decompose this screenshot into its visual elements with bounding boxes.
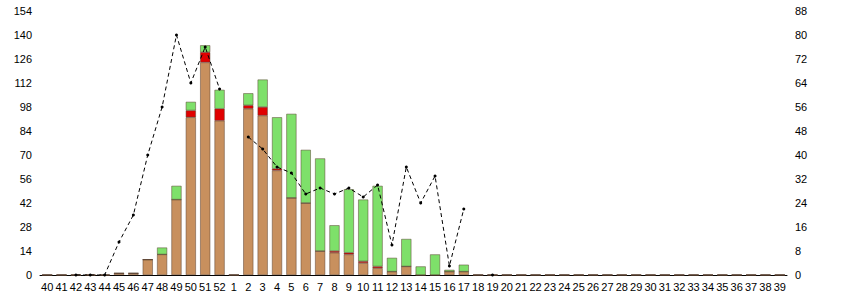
- svg-text:88: 88: [795, 5, 807, 17]
- svg-text:13: 13: [400, 281, 412, 293]
- svg-text:17: 17: [458, 281, 470, 293]
- svg-text:16: 16: [795, 221, 807, 233]
- svg-text:48: 48: [795, 125, 807, 137]
- svg-text:31: 31: [659, 281, 671, 293]
- svg-text:19: 19: [486, 281, 498, 293]
- svg-text:14: 14: [20, 245, 32, 257]
- svg-text:44: 44: [99, 281, 111, 293]
- svg-text:22: 22: [529, 281, 541, 293]
- svg-text:126: 126: [14, 53, 32, 65]
- svg-text:46: 46: [127, 281, 139, 293]
- svg-text:5: 5: [288, 281, 294, 293]
- svg-text:14: 14: [415, 281, 427, 293]
- svg-text:1: 1: [231, 281, 237, 293]
- svg-text:64: 64: [795, 77, 807, 89]
- svg-text:52: 52: [213, 281, 225, 293]
- svg-text:28: 28: [616, 281, 628, 293]
- svg-text:28: 28: [20, 221, 32, 233]
- svg-text:9: 9: [346, 281, 352, 293]
- svg-text:39: 39: [774, 281, 786, 293]
- svg-text:32: 32: [795, 173, 807, 185]
- svg-text:35: 35: [716, 281, 728, 293]
- svg-text:37: 37: [745, 281, 757, 293]
- svg-text:26: 26: [587, 281, 599, 293]
- svg-text:56: 56: [795, 101, 807, 113]
- svg-text:24: 24: [558, 281, 570, 293]
- svg-text:45: 45: [113, 281, 125, 293]
- svg-text:33: 33: [688, 281, 700, 293]
- svg-text:40: 40: [41, 281, 53, 293]
- svg-text:84: 84: [20, 125, 32, 137]
- svg-text:0: 0: [795, 269, 801, 281]
- svg-text:3: 3: [260, 281, 266, 293]
- svg-text:23: 23: [544, 281, 556, 293]
- svg-text:8: 8: [795, 245, 801, 257]
- svg-text:98: 98: [20, 101, 32, 113]
- svg-text:21: 21: [515, 281, 527, 293]
- svg-text:56: 56: [20, 173, 32, 185]
- svg-text:72: 72: [795, 53, 807, 65]
- svg-text:112: 112: [14, 77, 32, 89]
- svg-text:34: 34: [702, 281, 714, 293]
- svg-text:32: 32: [673, 281, 685, 293]
- svg-text:15: 15: [429, 281, 441, 293]
- svg-text:10: 10: [357, 281, 369, 293]
- svg-text:30: 30: [644, 281, 656, 293]
- svg-text:36: 36: [731, 281, 743, 293]
- svg-text:40: 40: [795, 149, 807, 161]
- svg-text:8: 8: [331, 281, 337, 293]
- svg-text:140: 140: [14, 29, 32, 41]
- svg-text:18: 18: [472, 281, 484, 293]
- svg-text:7: 7: [317, 281, 323, 293]
- svg-text:42: 42: [20, 197, 32, 209]
- svg-text:42: 42: [70, 281, 82, 293]
- svg-text:24: 24: [795, 197, 807, 209]
- svg-text:49: 49: [170, 281, 182, 293]
- svg-text:25: 25: [573, 281, 585, 293]
- svg-text:2: 2: [245, 281, 251, 293]
- svg-text:48: 48: [156, 281, 168, 293]
- svg-text:4: 4: [274, 281, 280, 293]
- svg-text:27: 27: [601, 281, 613, 293]
- svg-text:47: 47: [142, 281, 154, 293]
- svg-text:70: 70: [20, 149, 32, 161]
- svg-text:6: 6: [303, 281, 309, 293]
- svg-text:12: 12: [386, 281, 398, 293]
- svg-text:154: 154: [14, 5, 32, 17]
- svg-text:29: 29: [630, 281, 642, 293]
- svg-text:50: 50: [185, 281, 197, 293]
- svg-text:80: 80: [795, 29, 807, 41]
- svg-text:0: 0: [26, 269, 32, 281]
- svg-text:38: 38: [759, 281, 771, 293]
- svg-text:16: 16: [443, 281, 455, 293]
- svg-text:11: 11: [372, 281, 383, 293]
- svg-text:20: 20: [501, 281, 513, 293]
- svg-text:43: 43: [84, 281, 96, 293]
- svg-text:41: 41: [55, 281, 67, 293]
- svg-text:51: 51: [199, 281, 211, 293]
